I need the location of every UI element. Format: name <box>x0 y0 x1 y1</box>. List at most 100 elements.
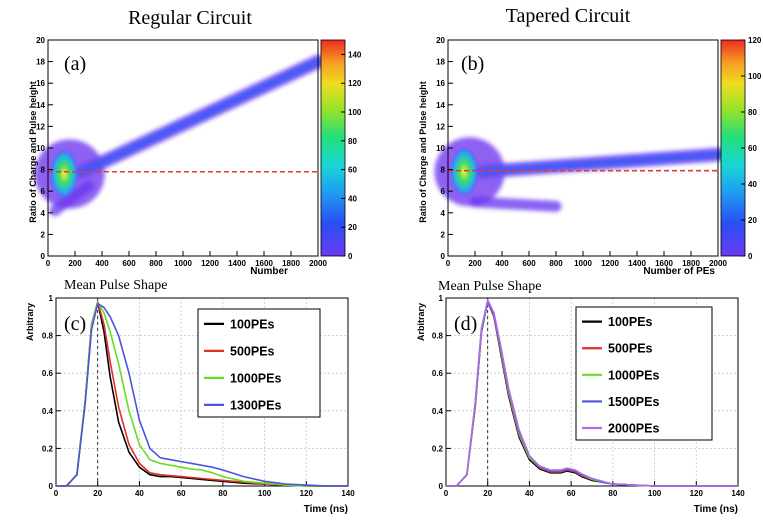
ytick-label-d-0: 0 <box>439 482 444 491</box>
series-line-c-1000PEs <box>56 301 348 487</box>
xtick-label-b-7: 1400 <box>628 259 646 268</box>
panel-b-colorbar: 0 20 40 60 80 100 120 <box>720 36 762 261</box>
ytick-label-d-3: 0.6 <box>432 369 444 378</box>
panel-a: Regular Circuit 0 200 400 600 800 1000 1200 140… <box>28 7 362 277</box>
colorbar-tick-label-b-4: 80 <box>748 108 757 117</box>
xtick-label-b-3: 600 <box>522 259 536 268</box>
xtick-label-a-2: 400 <box>95 259 109 268</box>
xtick-label-a-4: 800 <box>149 259 163 268</box>
plot-frame-d <box>445 297 739 487</box>
colorbar-tick-label-b-2: 40 <box>748 180 757 189</box>
panel-a-title: Regular Circuit <box>128 7 252 29</box>
panel-b-xlabel: Number of PEs <box>643 266 715 277</box>
xtick-label-c-3: 60 <box>177 489 186 498</box>
colorbar-a <box>320 39 346 257</box>
heat-secondary-band-a <box>49 180 94 217</box>
colorbar-tick-label-b-1: 20 <box>748 216 757 225</box>
panel-b-title: Tapered Circuit <box>506 5 631 27</box>
ytick-label-c-1: 0.2 <box>42 444 54 453</box>
xtick-label-a-7: 1400 <box>228 259 246 268</box>
ytick-label-d-2: 0.4 <box>432 407 444 416</box>
legend-box-c <box>197 308 321 418</box>
ytick-label-a-4: 8 <box>41 166 46 175</box>
xtick-label-d-2: 40 <box>525 489 534 498</box>
xtick-label-b-5: 1000 <box>574 259 592 268</box>
panel-b-label: (b) <box>461 53 484 75</box>
xtick-label-a-10: 2000 <box>309 259 327 268</box>
series-line-d-2000PEs <box>446 299 738 487</box>
ytick-label-b-6: 12 <box>436 122 445 131</box>
ytick-label-b-3: 6 <box>441 187 446 196</box>
colorbar-tick-label-a-3: 60 <box>348 166 357 175</box>
xtick-label-c-7: 140 <box>341 489 355 498</box>
panel-d-plot: 0 20 40 60 80 100 120 140 0 0.2 0.4 0.6 0.8 1 100PEs 50… <box>432 294 745 498</box>
panel-a-plot: 0 200 400 600 800 1000 1200 1400 1600 1800 2000 0 2 4… <box>34 36 327 268</box>
xtick-label-a-9: 1800 <box>282 259 300 268</box>
panel-c-title: Mean Pulse Shape <box>64 278 167 293</box>
plot-frame-c <box>55 297 349 487</box>
legend-label-d-1: 500PEs <box>608 342 653 356</box>
colorbar-tick-label-a-5: 100 <box>348 108 362 117</box>
panel-d-title: Mean Pulse Shape <box>438 279 541 294</box>
xtick-label-a-0: 0 <box>46 259 51 268</box>
plot-frame-b <box>447 39 719 257</box>
legend-label-c-0: 100PEs <box>230 317 275 331</box>
panel-c-xlabel: Time (ns) <box>304 504 348 515</box>
panel-d-label: (d) <box>454 313 477 335</box>
xtick-label-a-6: 1200 <box>201 259 219 268</box>
ytick-label-b-7: 14 <box>436 101 445 110</box>
colorbar-tick-label-a-1: 20 <box>348 223 357 232</box>
ytick-label-a-8: 16 <box>36 79 45 88</box>
xtick-label-b-9: 1800 <box>682 259 700 268</box>
heat-hotspot-b <box>449 145 480 198</box>
xtick-label-b-4: 800 <box>549 259 563 268</box>
colorbar-tick-label-a-7: 140 <box>348 50 362 59</box>
xtick-label-a-8: 1600 <box>255 259 273 268</box>
panel-b-ylabel: Ratio of Charge and Pulse height <box>418 81 428 223</box>
series-line-c-1300PEs <box>56 302 348 487</box>
ytick-label-b-1: 2 <box>441 230 446 239</box>
panel-a-xlabel: Number <box>250 266 288 277</box>
xtick-label-b-0: 0 <box>446 259 451 268</box>
colorbar-tick-label-a-4: 80 <box>348 137 357 146</box>
panel-b: Tapered Circuit 0 200 400 600 800 1000 1200 140… <box>418 5 762 277</box>
legend-box-d <box>575 306 713 441</box>
ytick-label-b-10: 20 <box>436 36 445 45</box>
xtick-label-b-10: 2000 <box>709 259 727 268</box>
panel-d-ylabel: Arbitrary <box>416 303 426 341</box>
ytick-label-b-8: 16 <box>436 79 445 88</box>
xtick-label-d-5: 100 <box>648 489 662 498</box>
ytick-label-b-9: 18 <box>436 58 445 67</box>
panel-d: Mean Pulse Shape 0 20 40 60 80 100 120 14000.20… <box>416 279 745 515</box>
colorbar-tick-label-b-5: 100 <box>748 72 762 81</box>
ytick-label-a-1: 2 <box>41 230 46 239</box>
legend-label-c-1: 500PEs <box>230 344 275 358</box>
ytick-label-a-2: 4 <box>41 209 46 218</box>
ytick-label-c-5: 1 <box>49 294 54 303</box>
heat-hotspot-a <box>49 148 80 200</box>
ytick-label-b-4: 8 <box>441 166 446 175</box>
xtick-label-b-8: 1600 <box>655 259 673 268</box>
legend-label-d-4: 2000PEs <box>608 422 659 436</box>
legend-label-d-0: 100PEs <box>608 315 653 329</box>
ytick-label-d-5: 1 <box>439 294 444 303</box>
colorbar-tick-label-a-2: 40 <box>348 194 357 203</box>
ytick-label-a-6: 12 <box>36 122 45 131</box>
ytick-label-a-5: 10 <box>36 144 45 153</box>
ytick-label-a-0: 0 <box>41 252 46 261</box>
ytick-label-c-3: 0.6 <box>42 369 54 378</box>
xtick-label-c-2: 40 <box>135 489 144 498</box>
colorbar-tick-label-b-3: 60 <box>748 144 757 153</box>
xtick-label-c-1: 20 <box>93 489 102 498</box>
ytick-label-b-0: 0 <box>441 252 446 261</box>
ytick-label-c-2: 0.4 <box>42 407 54 416</box>
xtick-label-b-6: 1200 <box>601 259 619 268</box>
ytick-label-a-7: 14 <box>36 101 45 110</box>
ytick-label-b-2: 4 <box>441 209 446 218</box>
ytick-label-c-4: 0.8 <box>42 332 54 341</box>
xtick-label-a-3: 600 <box>122 259 136 268</box>
ytick-label-a-10: 20 <box>36 36 45 45</box>
panel-c-ylabel: Arbitrary <box>25 303 35 341</box>
xtick-label-a-5: 1000 <box>174 259 192 268</box>
xtick-label-c-4: 80 <box>218 489 227 498</box>
